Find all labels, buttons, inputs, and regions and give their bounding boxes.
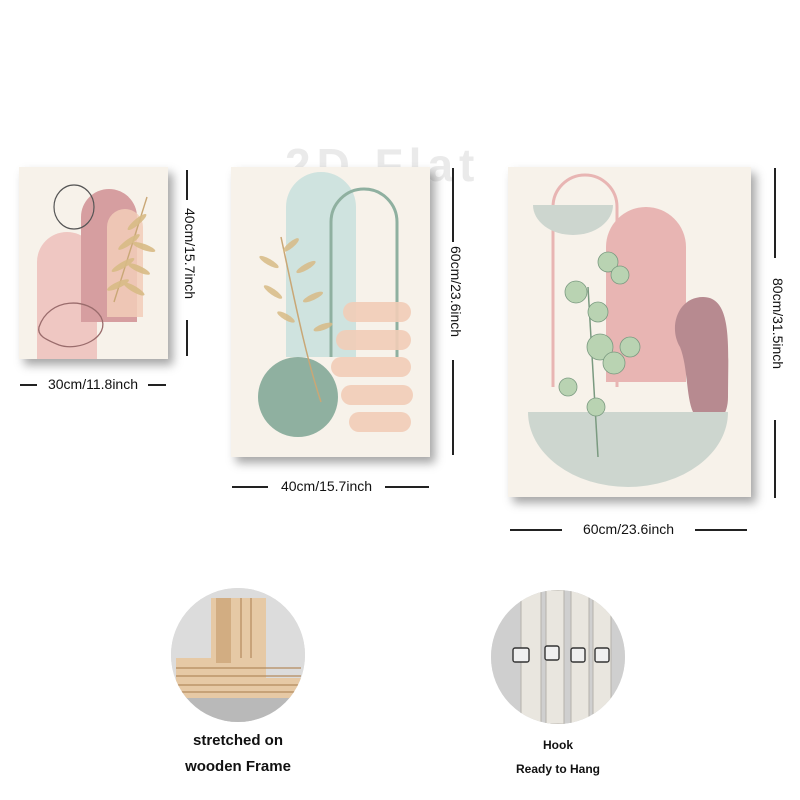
width-label-medium: 40cm/15.7inch <box>280 478 373 494</box>
hook-caption-line1: Hook <box>543 738 573 752</box>
dim-line-left-w2 <box>232 486 268 488</box>
painting-medium-art <box>231 167 430 457</box>
dim-line-left-w3 <box>510 529 562 531</box>
hook-caption-line2: Ready to Hang <box>515 762 600 776</box>
painting-large-art <box>508 167 751 497</box>
painting-small-art <box>19 167 168 359</box>
dim-line-left-w1 <box>20 384 37 386</box>
height-label-large: 80cm/31.5inch <box>770 278 786 370</box>
height-label-medium: 60cm/23.6inch <box>448 246 464 338</box>
height-label-small: 40cm/15.7inch <box>182 208 198 300</box>
dim-line-top-h3 <box>774 168 776 258</box>
dim-line-bottom-h3 <box>774 420 776 498</box>
frame-caption-line1: stretched on <box>192 732 283 749</box>
width-label-large: 60cm/23.6inch <box>582 521 675 537</box>
hook-detail-image <box>491 590 625 724</box>
dim-line-top-h1 <box>186 170 188 200</box>
dim-line-top-h2 <box>452 168 454 242</box>
painting-medium <box>231 167 430 457</box>
width-label-small: 30cm/11.8inch <box>47 376 138 392</box>
dim-line-right-w3 <box>695 529 747 531</box>
dim-line-bottom-h2 <box>452 360 454 455</box>
dim-line-bottom-h1 <box>186 320 188 356</box>
frame-caption-line2: wooden Frame <box>185 758 291 775</box>
dim-line-right-w1 <box>148 384 166 386</box>
dim-line-right-w2 <box>385 486 429 488</box>
painting-small <box>19 167 168 359</box>
wooden-frame-detail-image <box>171 588 305 722</box>
painting-large <box>508 167 751 497</box>
